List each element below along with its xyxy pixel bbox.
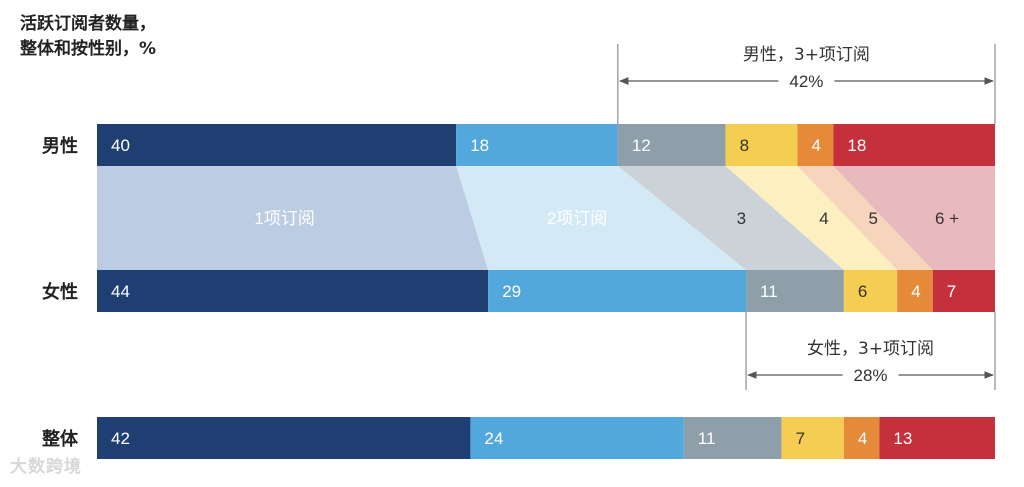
row-label-2: 整体 bbox=[41, 428, 79, 450]
value-label-r0-5: 4 bbox=[811, 136, 820, 155]
band-label-5: 5 bbox=[868, 209, 877, 228]
value-label-r0-6: 18 bbox=[847, 136, 866, 155]
bar-segment-r1-2 bbox=[488, 270, 747, 312]
annotation-value-0: 42% bbox=[789, 72, 823, 91]
value-label-r2-1: 42 bbox=[111, 429, 130, 448]
band-label-4: 4 bbox=[819, 209, 828, 228]
bar-segment-r2-3 bbox=[683, 417, 782, 459]
band-1 bbox=[97, 166, 489, 270]
value-label-r2-4: 7 bbox=[796, 429, 805, 448]
value-label-r0-1: 40 bbox=[111, 136, 130, 155]
watermark-text: 大数跨境 bbox=[10, 457, 82, 477]
bar-segment-r2-1 bbox=[97, 417, 471, 459]
transition-bands: 1项订阅 2项订阅 3 4 5 6 + bbox=[97, 166, 995, 270]
annotations: 男性，3+项订阅 42% 女性，3+项订阅 28% bbox=[617, 44, 996, 390]
chart-title-line-1: 活跃订阅者数量， bbox=[20, 14, 156, 34]
bar-segment-r0-4 bbox=[725, 124, 798, 166]
value-label-r0-4: 8 bbox=[740, 136, 749, 155]
annotation-label-0: 男性，3+项订阅 bbox=[743, 45, 870, 65]
chart-title-line-2: 整体和按性别，% bbox=[20, 39, 157, 59]
bar-segment-r0-5 bbox=[797, 124, 834, 166]
bar-segment-r0-1 bbox=[97, 124, 457, 166]
chart-title: 活跃订阅者数量， 整体和按性别，% bbox=[20, 12, 156, 62]
band-3 bbox=[617, 166, 844, 270]
bar-segment-r0-3 bbox=[617, 124, 726, 166]
bar-segment-r1-6 bbox=[932, 270, 995, 312]
value-label-r2-3: 11 bbox=[698, 429, 716, 448]
value-label-r1-1: 44 bbox=[111, 282, 130, 301]
bars: 40 18 12 8 4 18 44 29 11 6 4 7 42 24 11 7 4 13 bbox=[97, 124, 995, 459]
bar-segment-r1-3 bbox=[746, 270, 844, 312]
value-label-r1-4: 6 bbox=[858, 282, 867, 301]
band-6 bbox=[833, 166, 995, 270]
bar-segment-r2-5 bbox=[843, 417, 880, 459]
annotation-label-1: 女性，3+项订阅 bbox=[807, 339, 934, 359]
value-label-r1-5: 4 bbox=[911, 282, 920, 301]
watermark-logo: 大数跨境 bbox=[10, 452, 82, 477]
band-5 bbox=[797, 166, 933, 270]
bar-segment-r0-6 bbox=[833, 124, 995, 166]
annotation-value-1: 28% bbox=[854, 366, 888, 385]
band-label-1: 1项订阅 bbox=[254, 209, 314, 228]
value-label-r0-2: 18 bbox=[470, 136, 489, 155]
bar-segment-r0-2 bbox=[456, 124, 618, 166]
bar-segment-r2-6 bbox=[879, 417, 995, 459]
row-label-0: 男性 bbox=[42, 135, 78, 157]
value-label-r1-3: 11 bbox=[760, 282, 778, 301]
bar-segment-r1-4 bbox=[843, 270, 898, 312]
band-4 bbox=[725, 166, 898, 270]
value-label-r1-2: 29 bbox=[502, 282, 521, 301]
value-label-r2-2: 24 bbox=[484, 429, 503, 448]
bar-segment-r1-5 bbox=[897, 270, 933, 312]
band-label-6: 6 + bbox=[935, 209, 959, 228]
row-label-1: 女性 bbox=[42, 281, 78, 303]
value-label-r2-5: 4 bbox=[858, 429, 867, 448]
bar-segment-r2-2 bbox=[470, 417, 684, 459]
value-label-r0-3: 12 bbox=[632, 136, 651, 155]
value-label-r2-6: 13 bbox=[893, 429, 912, 448]
band-label-3: 3 bbox=[737, 209, 746, 228]
band-2 bbox=[456, 166, 747, 270]
value-label-r1-6: 7 bbox=[947, 282, 956, 301]
band-label-2: 2项订阅 bbox=[547, 209, 607, 228]
bar-segment-r1-1 bbox=[97, 270, 489, 312]
bar-segment-r2-4 bbox=[781, 417, 844, 459]
